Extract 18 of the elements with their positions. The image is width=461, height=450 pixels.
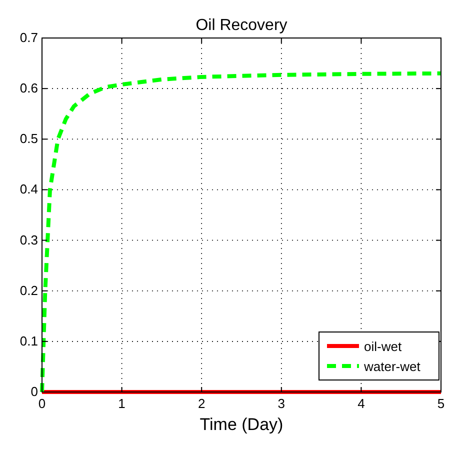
y-tick-label: 0.5 <box>20 131 38 146</box>
x-axis-title: Time (Day) <box>200 415 284 434</box>
y-tick-label: 0.4 <box>20 182 38 197</box>
x-tick-label: 1 <box>118 396 126 411</box>
x-tick-label: 2 <box>198 396 206 411</box>
line-series <box>40 71 443 394</box>
x-tick-label: 3 <box>278 396 286 411</box>
x-tick-label: 4 <box>358 396 365 411</box>
legend-label: oil-wet <box>364 339 402 354</box>
y-tick-label: 0.6 <box>20 80 38 96</box>
y-tick-label: 0.2 <box>20 282 38 298</box>
y-tick-label: 0 <box>30 384 38 399</box>
y-tick-label: 0.1 <box>20 333 38 348</box>
y-tick-label: 0.7 <box>20 30 38 45</box>
legend-label: water-wet <box>363 359 421 374</box>
x-tick-label: 5 <box>437 396 445 411</box>
y-tick-label: 0.3 <box>20 232 38 248</box>
chart-title: Oil Recovery <box>196 17 288 34</box>
